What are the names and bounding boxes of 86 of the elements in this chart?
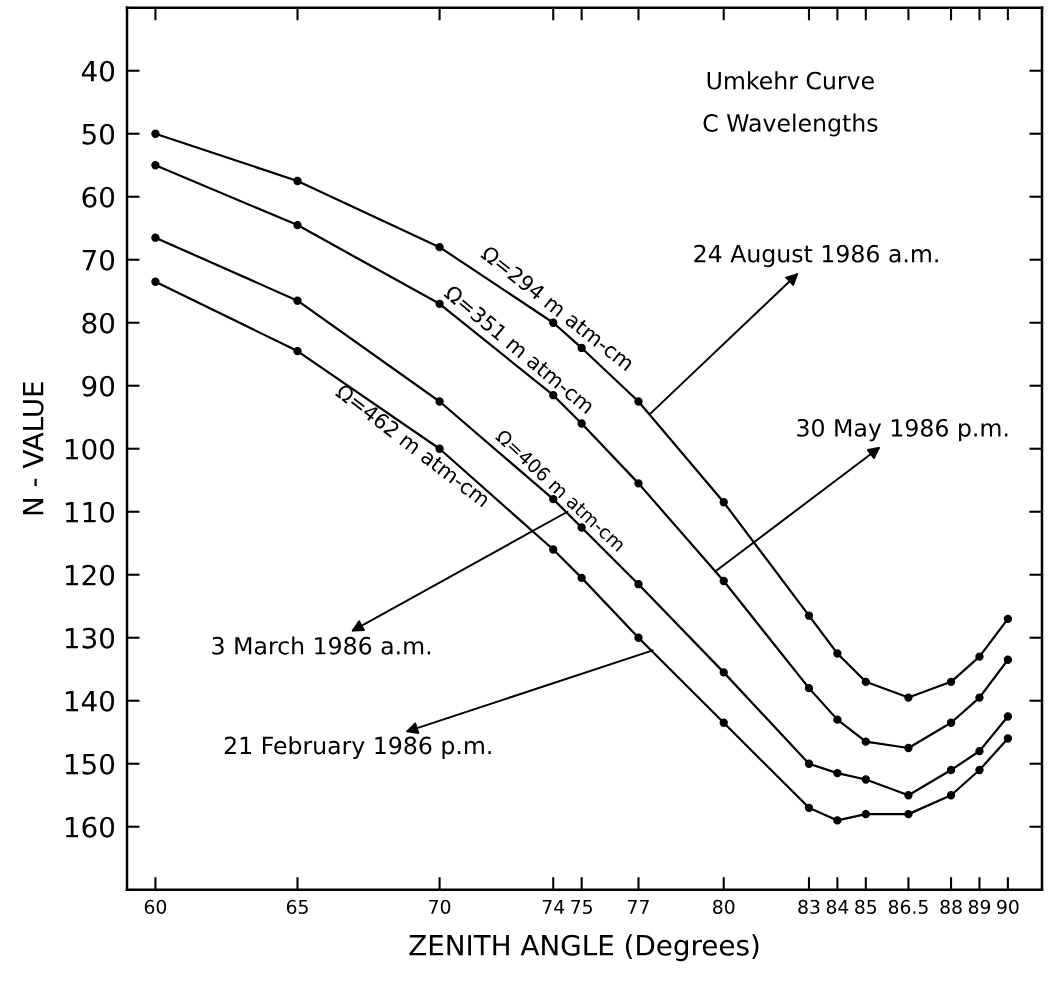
point (435, 397, 444, 406)
x-tick-label: 90 (997, 899, 1019, 914)
point (293, 220, 302, 230)
point (946, 791, 956, 800)
point (1003, 734, 1013, 743)
point (435, 242, 444, 252)
point (804, 683, 814, 693)
point (946, 765, 956, 775)
annotation: 21 February 1986 p.m. (224, 736, 491, 759)
point (719, 668, 728, 677)
point (861, 775, 870, 784)
point (577, 573, 586, 583)
y-tick-label: 140 (65, 690, 115, 712)
point (833, 715, 842, 724)
x-tick-label: 60 (144, 899, 167, 914)
point (833, 816, 842, 825)
point (151, 277, 160, 286)
x-tick-label: 88 (940, 899, 962, 914)
point (1003, 614, 1013, 623)
point (151, 129, 160, 138)
point (1003, 655, 1013, 664)
annotation: 24 August 1986 a.m. (694, 244, 938, 268)
y-tick-label: 70 (82, 249, 115, 271)
point (293, 346, 302, 356)
point (549, 545, 558, 554)
point (634, 633, 643, 642)
point (151, 161, 160, 170)
y-tick-label: 150 (65, 753, 115, 775)
point (1003, 712, 1013, 721)
point (861, 677, 870, 686)
x-tick-label: 77 (628, 900, 649, 914)
point (719, 718, 728, 727)
point (975, 652, 984, 661)
point (975, 746, 984, 756)
y-tick-label: 160 (65, 816, 115, 838)
x-tick-label: 83 (798, 899, 820, 914)
y-tick-label: 50 (82, 123, 115, 145)
point (904, 743, 913, 753)
x-tick-label: 80 (713, 899, 735, 914)
point (293, 176, 302, 186)
point (904, 791, 913, 800)
x-tick-label: 86.5 (888, 899, 928, 914)
point (904, 693, 913, 702)
point (719, 498, 728, 507)
x-tick-label: 89 (968, 899, 991, 914)
point (804, 759, 814, 768)
point (577, 419, 586, 428)
point (804, 611, 814, 620)
point (946, 677, 956, 686)
point (975, 693, 984, 702)
annotation: C Wavelengths (703, 113, 878, 137)
point (719, 576, 728, 586)
point (634, 580, 643, 589)
point (634, 479, 643, 488)
x-tick-label: 75 (571, 900, 592, 914)
point (861, 737, 870, 746)
y-tick-label: 40 (81, 60, 115, 82)
annotation: Umkehr Curve (707, 71, 874, 90)
point (946, 718, 956, 727)
y-tick-label: 60 (82, 186, 115, 208)
point (833, 769, 842, 778)
point (151, 233, 160, 242)
x-axis-title: ZENITH ANGLE (Degrees) (409, 934, 759, 962)
y-tick-label: 120 (65, 564, 115, 586)
point (549, 318, 558, 327)
y-tick-label: 90 (82, 375, 115, 397)
point (435, 299, 444, 309)
point (293, 296, 302, 305)
y-tick-label: 80 (82, 312, 115, 334)
x-tick-label: 84 (826, 899, 849, 914)
point (804, 803, 814, 812)
x-tick-label: 65 (286, 899, 308, 914)
point (904, 809, 913, 819)
point (975, 765, 984, 775)
x-tick-label: 85 (855, 899, 877, 914)
point (861, 809, 870, 819)
annotation: 3 March 1986 a.m. (212, 636, 431, 655)
x-tick-label: 74 (542, 900, 565, 914)
point (833, 649, 842, 658)
annotation: 30 May 1986 p.m. (797, 418, 1008, 442)
y-tick-label: 110 (65, 501, 115, 523)
y-tick-label: 130 (65, 627, 115, 649)
y-tick-label: 100 (65, 438, 115, 460)
y-axis-title: N - VALUE (22, 382, 44, 515)
x-tick-label: 70 (429, 899, 451, 914)
point (634, 397, 643, 406)
